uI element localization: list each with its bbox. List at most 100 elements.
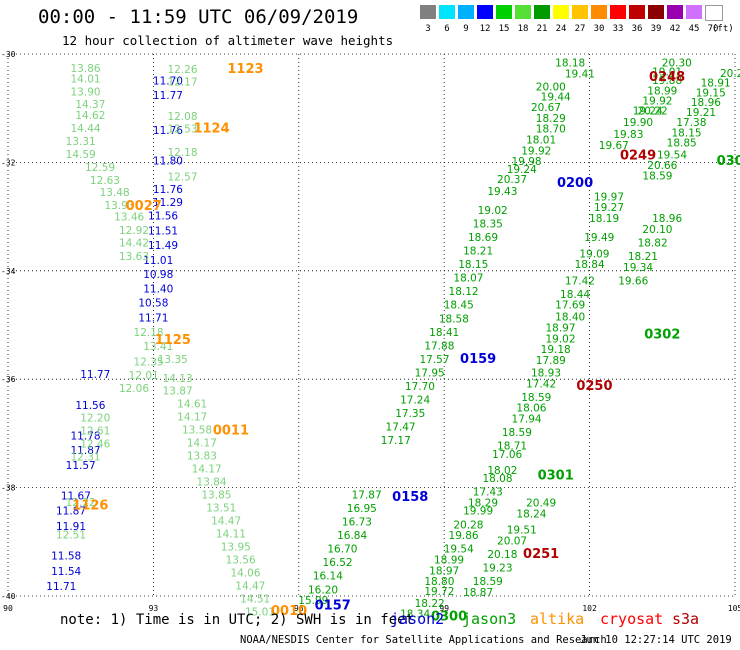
pass-time-label: 0010 bbox=[271, 604, 307, 619]
y-tick-label: -36 bbox=[1, 375, 16, 384]
wave-height-value: 18.91 bbox=[701, 78, 731, 90]
wave-height-value: 18.34 bbox=[400, 609, 430, 621]
wave-height-value: 12.51 bbox=[56, 530, 86, 542]
wave-height-value: 17.06 bbox=[492, 449, 522, 461]
wave-height-value: 18.87 bbox=[463, 587, 493, 599]
wave-height-value: 18.01 bbox=[526, 134, 556, 146]
wave-height-value: 14.17 bbox=[192, 463, 222, 475]
wave-height-value: 18.21 bbox=[463, 246, 493, 258]
wave-height-value: 11.57 bbox=[66, 460, 96, 472]
wave-height-value: 16.14 bbox=[313, 571, 343, 583]
color-swatch bbox=[420, 5, 436, 19]
wave-height-value: 20.28 bbox=[453, 519, 483, 531]
wave-height-value: 18.96 bbox=[691, 97, 721, 109]
chart-subtitle: 12 hour collection of altimeter wave hei… bbox=[62, 33, 394, 48]
wave-height-value: 18.07 bbox=[453, 273, 483, 285]
generated-timestamp: Jun 10 12:27:14 UTC 2019 bbox=[580, 634, 732, 646]
wave-height-value: 11.78 bbox=[71, 430, 101, 442]
wave-height-value: 17.47 bbox=[386, 422, 416, 434]
wave-height-value: 18.40 bbox=[555, 312, 585, 324]
wave-height-value: 20.49 bbox=[526, 498, 556, 510]
wave-height-value: 13.90 bbox=[71, 87, 101, 99]
color-swatch bbox=[553, 5, 569, 19]
wave-height-value: 11.87 bbox=[71, 445, 101, 457]
wave-height-value: 12.22 bbox=[66, 497, 96, 509]
x-tick-label: 102 bbox=[582, 604, 597, 613]
wave-height-value: 17.69 bbox=[555, 300, 585, 312]
wave-height-value: 14.47 bbox=[211, 515, 241, 527]
wave-height-value: 12.92 bbox=[119, 225, 149, 237]
y-tick-label: -38 bbox=[1, 484, 16, 493]
wave-height-value: 20.30 bbox=[662, 57, 692, 69]
wave-height-value: 19.72 bbox=[424, 586, 454, 598]
wave-height-value: 19.92 bbox=[521, 145, 551, 157]
pass-time-label: 0157 bbox=[315, 599, 351, 614]
color-swatch bbox=[572, 5, 588, 19]
wave-height-value: 11.29 bbox=[153, 197, 183, 209]
color-scale-label: 3 bbox=[425, 24, 431, 34]
wave-height-value: 18.99 bbox=[434, 554, 464, 566]
wave-height-value: 13.95 bbox=[221, 541, 251, 553]
wave-height-value: 12.17 bbox=[167, 76, 197, 88]
color-swatch bbox=[667, 5, 683, 19]
color-swatch bbox=[496, 5, 512, 19]
wave-height-value: 17.42 bbox=[565, 275, 595, 287]
x-tick-label: 99 bbox=[439, 604, 449, 613]
pass-time-label: 0011 bbox=[213, 423, 249, 438]
wave-height-value: 13.85 bbox=[201, 489, 231, 501]
note-text: note: 1) Time is in UTC; 2) SWH is in fe… bbox=[60, 612, 415, 628]
wave-height-value: 12.57 bbox=[167, 171, 197, 183]
wave-height-value: 17.95 bbox=[415, 367, 445, 379]
wave-height-value: 14.17 bbox=[187, 437, 217, 449]
color-scale-label: 45 bbox=[688, 24, 700, 34]
wave-height-value: 14.37 bbox=[75, 99, 105, 111]
wave-height-value: 19.24 bbox=[507, 164, 537, 176]
color-swatch bbox=[705, 5, 723, 21]
wave-height-value: 12.26 bbox=[167, 64, 197, 76]
wave-height-value: 13.86 bbox=[71, 63, 101, 75]
wave-height-value: 18.15 bbox=[672, 127, 702, 139]
wave-height-value: 18.96 bbox=[652, 213, 682, 225]
wave-height-value: 11.80 bbox=[153, 156, 183, 168]
wave-height-value: 20.10 bbox=[642, 224, 672, 236]
color-swatch bbox=[477, 5, 493, 19]
wave-height-value: 19.54 bbox=[444, 544, 474, 556]
wave-height-value: 19.34 bbox=[623, 262, 653, 274]
wave-height-value: 14.62 bbox=[75, 110, 105, 122]
wave-height-value: 11.71 bbox=[138, 313, 168, 325]
wave-height-value: 18.29 bbox=[536, 113, 566, 125]
pass-time-label: 1124 bbox=[193, 122, 229, 137]
legend-altika: altika bbox=[530, 610, 585, 628]
wave-height-value: 14.59 bbox=[66, 149, 96, 161]
wave-height-value: 19.27 bbox=[594, 202, 624, 214]
wave-height-value: 19.01 bbox=[652, 67, 682, 79]
wave-height-value: 16.70 bbox=[327, 544, 357, 556]
wave-height-value: 19.49 bbox=[584, 232, 614, 244]
wave-height-value: 13.84 bbox=[197, 476, 227, 488]
wave-height-value: 18.12 bbox=[449, 286, 479, 298]
pass-time-label: 0250 bbox=[576, 379, 612, 394]
wave-height-value: 13.46 bbox=[114, 211, 144, 223]
wave-height-value: 11.40 bbox=[143, 283, 173, 295]
wave-height-value: 19.15 bbox=[696, 87, 726, 99]
wave-height-value: 18.18 bbox=[555, 57, 585, 69]
wave-height-value: 14.06 bbox=[230, 567, 260, 579]
color-scale-label: 36 bbox=[631, 24, 643, 34]
wave-height-value: 20.37 bbox=[497, 174, 527, 186]
wave-height-value: 16.73 bbox=[342, 517, 372, 529]
wave-height-value: 12.59 bbox=[85, 162, 115, 174]
legend-s3a: s3a bbox=[672, 610, 700, 628]
pass-time-label: 0027 bbox=[126, 199, 162, 214]
wave-height-value: 12.06 bbox=[119, 383, 149, 395]
color-scale-label: 6 bbox=[444, 24, 450, 34]
wave-height-value: 13.41 bbox=[143, 341, 173, 353]
wave-height-value: 14.44 bbox=[71, 123, 101, 135]
wave-height-value: 12.08 bbox=[167, 111, 197, 123]
wave-height-value: 14.17 bbox=[177, 411, 207, 423]
wave-height-value: 12.20 bbox=[80, 412, 110, 424]
wave-height-value: 18.97 bbox=[545, 323, 575, 335]
color-swatch bbox=[610, 5, 626, 19]
wave-height-value: 11.91 bbox=[56, 521, 86, 533]
wave-height-value: 11.56 bbox=[148, 210, 178, 222]
wave-height-value: 13.48 bbox=[100, 187, 130, 199]
